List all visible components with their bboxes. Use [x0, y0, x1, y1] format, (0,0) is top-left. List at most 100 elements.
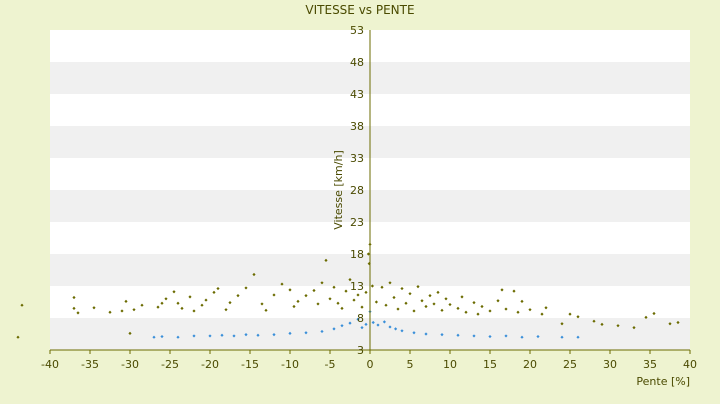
- series-olive-points: [16, 242, 680, 339]
- data-point: [412, 309, 416, 313]
- data-point: [200, 303, 204, 307]
- data-point: [544, 306, 548, 310]
- x-tick-label: 0: [367, 358, 374, 371]
- data-point: [374, 300, 378, 304]
- data-point: [600, 322, 604, 326]
- data-point: [528, 308, 532, 312]
- data-point: [192, 309, 196, 313]
- data-point: [232, 334, 236, 338]
- data-point: [172, 290, 176, 294]
- data-point: [160, 334, 164, 339]
- data-point: [236, 294, 240, 298]
- x-tick-label: -20: [201, 358, 219, 371]
- y-axis-label: Vitesse [km/h]: [332, 150, 345, 230]
- y-tick-label: 38: [350, 120, 364, 133]
- data-point: [400, 329, 404, 333]
- data-point: [364, 322, 368, 326]
- data-point: [592, 319, 596, 323]
- y-tick-label: 23: [350, 216, 364, 229]
- data-point: [128, 331, 132, 335]
- data-point: [212, 290, 216, 294]
- data-point: [120, 309, 124, 313]
- x-tick-label: 15: [483, 358, 497, 371]
- data-point: [340, 306, 344, 310]
- data-point: [568, 312, 572, 316]
- data-point: [464, 310, 468, 314]
- data-point: [512, 289, 516, 293]
- data-point: [420, 299, 424, 303]
- data-point: [412, 331, 416, 335]
- x-tick-label: 10: [443, 358, 457, 371]
- data-point: [404, 301, 408, 305]
- data-point: [424, 304, 428, 309]
- data-point: [312, 288, 316, 293]
- x-axis-ticks: -40 -35 -30 -25 -20 -15 -10 -5 0 5 10 15 20 25 30 35 40: [41, 350, 697, 371]
- y-tick-label: 33: [350, 152, 364, 165]
- y-tick-label: 28: [350, 184, 364, 197]
- data-point: [428, 294, 432, 298]
- data-point: [560, 322, 564, 326]
- data-point: [252, 272, 256, 277]
- data-point: [440, 333, 444, 337]
- data-point: [140, 303, 144, 307]
- data-point: [344, 289, 348, 293]
- data-point: [652, 311, 656, 316]
- data-point: [180, 306, 184, 310]
- data-point: [320, 329, 324, 334]
- data-point: [340, 324, 344, 328]
- data-point: [280, 282, 284, 286]
- x-tick-label: -35: [81, 358, 99, 371]
- x-tick-label: 5: [407, 358, 414, 371]
- data-point: [400, 286, 404, 291]
- data-point: [444, 297, 448, 301]
- data-point: [632, 326, 636, 330]
- data-point: [644, 315, 648, 319]
- data-point: [304, 331, 308, 335]
- y-tick-label: 53: [350, 24, 364, 37]
- data-point: [371, 320, 375, 325]
- data-point: [20, 303, 24, 307]
- data-point: [256, 333, 260, 337]
- data-point: [260, 302, 264, 306]
- data-point: [367, 262, 371, 266]
- data-point: [16, 335, 20, 339]
- x-tick-label: 35: [643, 358, 657, 371]
- y-tick-label: 8: [357, 312, 364, 325]
- data-point: [176, 335, 180, 339]
- data-point: [156, 305, 160, 309]
- data-point: [352, 298, 356, 302]
- data-point: [668, 322, 672, 326]
- data-point: [356, 317, 360, 321]
- data-point: [108, 310, 112, 314]
- y-tick-label: 48: [350, 56, 364, 69]
- y-tick-label: 13: [350, 280, 364, 293]
- data-point: [328, 297, 332, 301]
- x-tick-label: -10: [281, 358, 299, 371]
- data-point: [208, 334, 212, 338]
- data-point: [192, 334, 196, 338]
- data-point: [76, 311, 80, 315]
- data-point: [456, 333, 460, 337]
- data-point: [132, 308, 136, 312]
- data-point: [432, 302, 436, 306]
- data-point: [92, 306, 96, 310]
- data-point: [480, 304, 484, 309]
- data-point: [220, 333, 224, 337]
- data-point: [408, 292, 412, 296]
- data-point: [504, 334, 508, 338]
- data-point: [160, 301, 164, 305]
- data-point: [296, 299, 300, 303]
- data-point: [320, 281, 324, 285]
- data-point: [336, 301, 340, 305]
- data-point: [216, 286, 220, 291]
- data-point: [516, 310, 520, 314]
- data-point: [472, 301, 476, 305]
- data-point: [456, 306, 460, 310]
- data-point: [272, 333, 276, 337]
- data-point: [448, 302, 452, 307]
- data-point: [272, 293, 276, 297]
- data-point: [504, 307, 508, 311]
- data-point: [288, 331, 292, 335]
- data-point: [204, 298, 208, 302]
